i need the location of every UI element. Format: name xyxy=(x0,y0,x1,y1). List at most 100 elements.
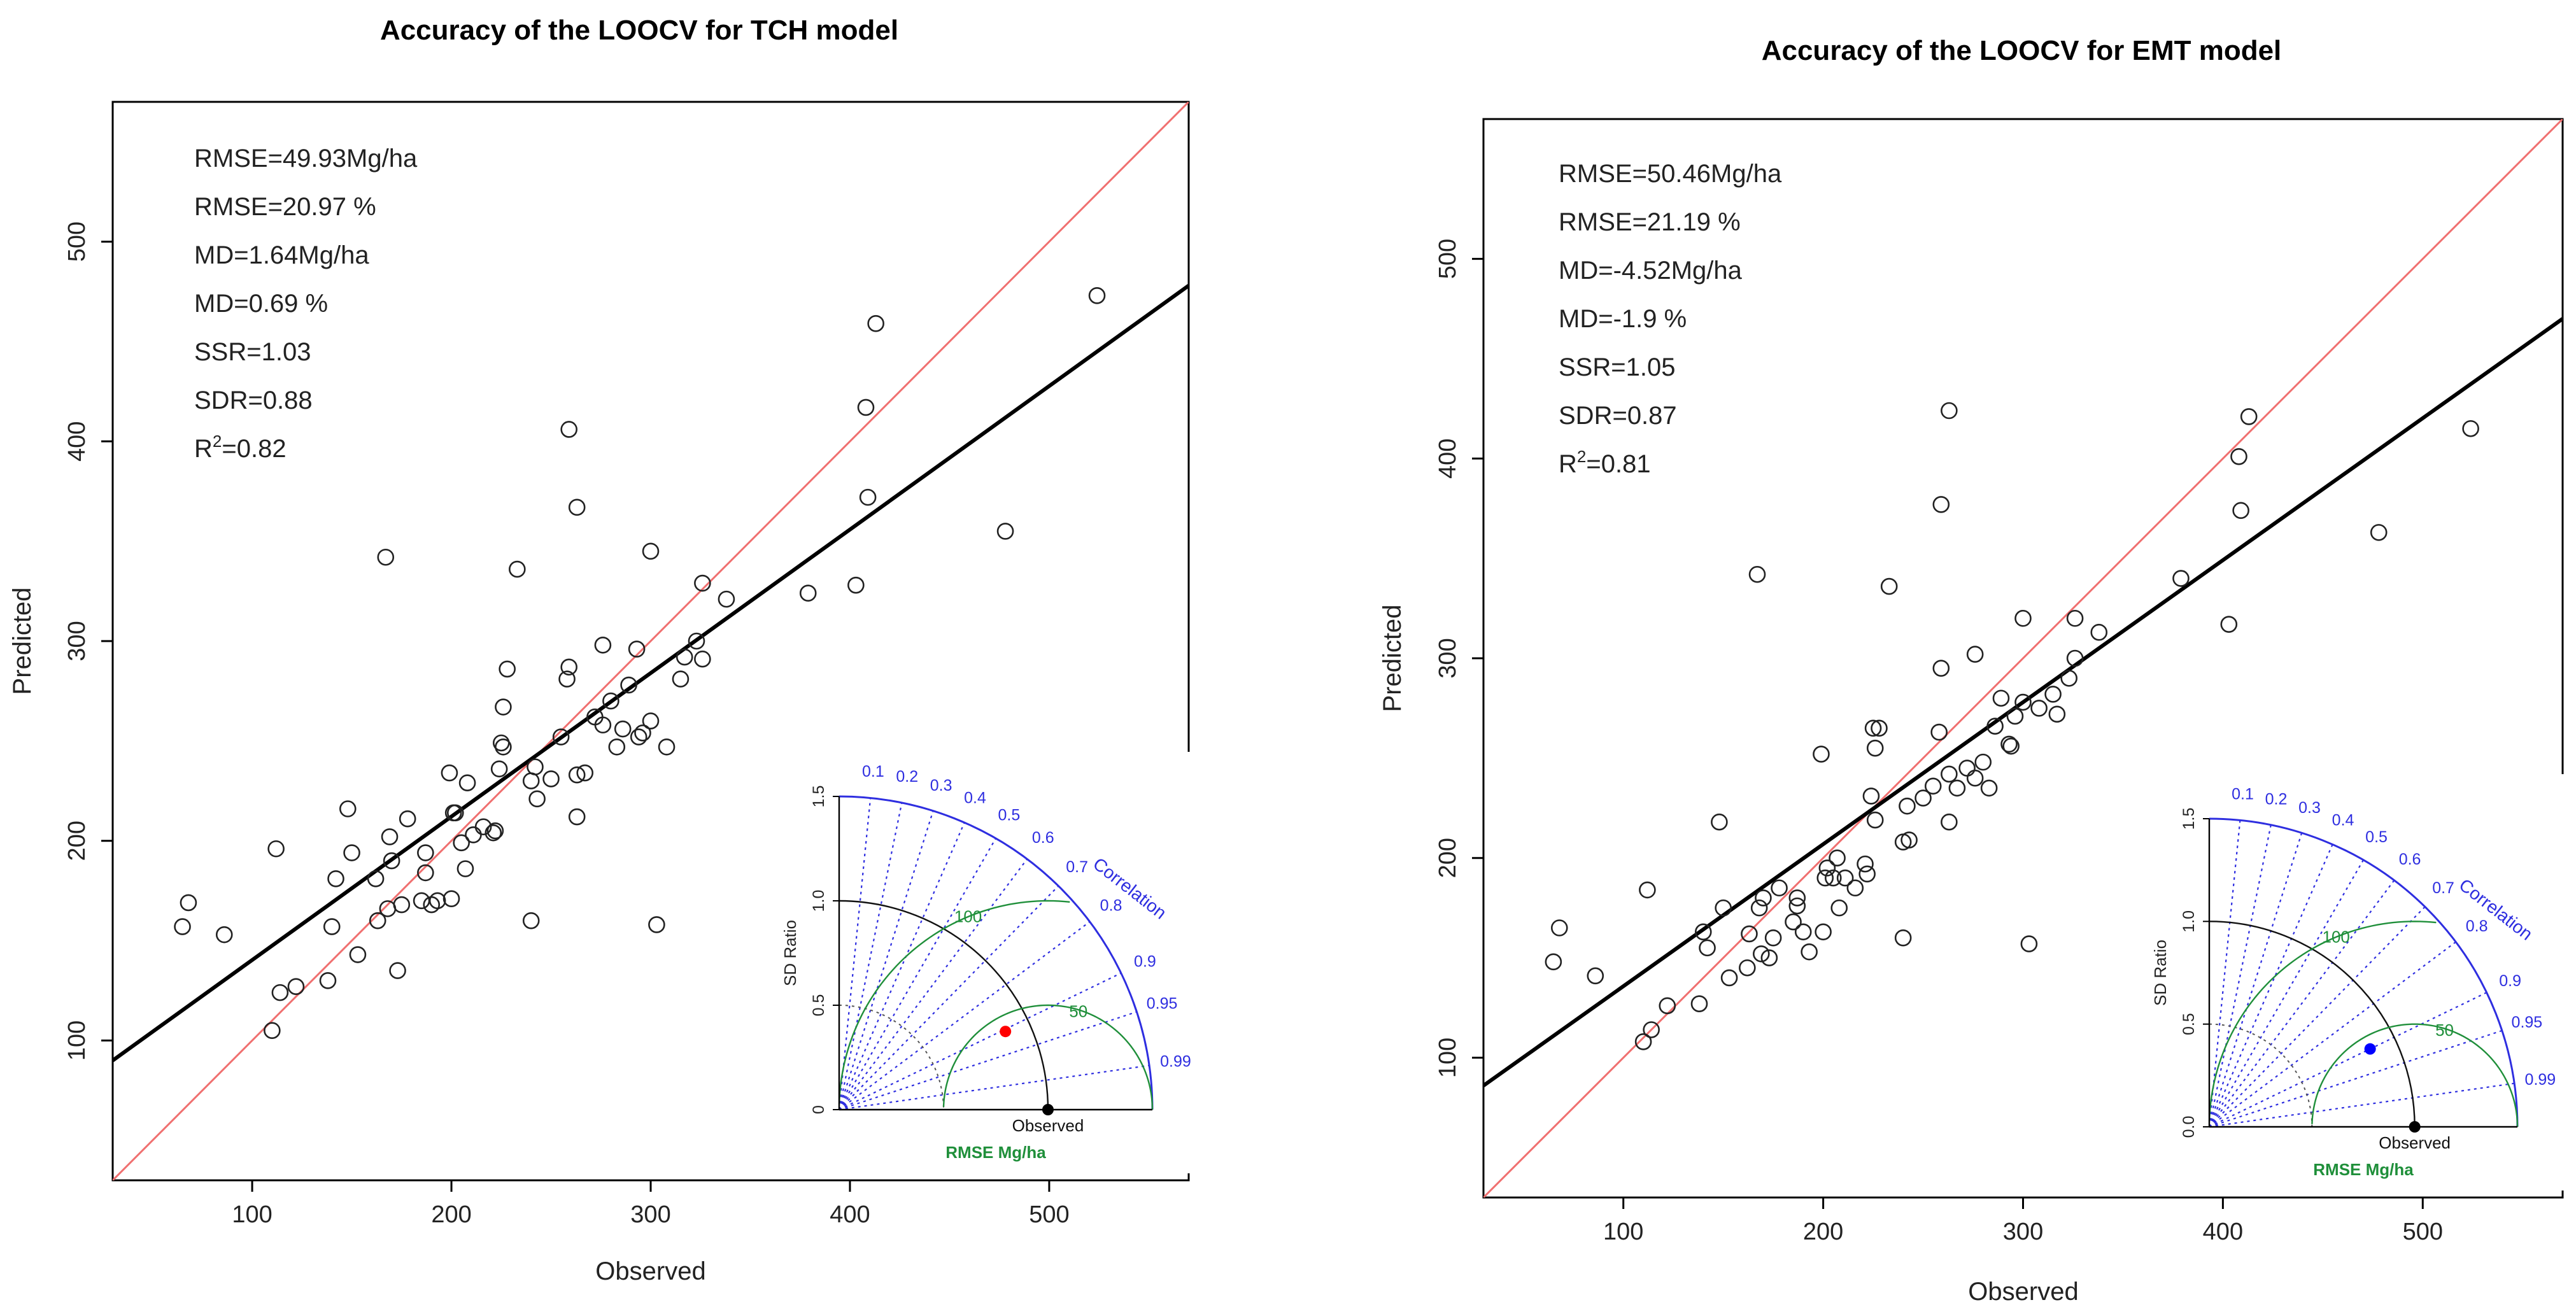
data-point xyxy=(2240,408,2258,425)
rmse-contour xyxy=(2311,1023,2519,1127)
sd-tick-label: 1.0 xyxy=(2180,910,2198,933)
data-point xyxy=(174,918,191,935)
correlation-ray xyxy=(839,885,1059,1110)
data-point xyxy=(271,984,289,1001)
data-point xyxy=(1788,889,1806,907)
sd-arc-observed xyxy=(2209,921,2416,1127)
data-point xyxy=(1587,967,1604,985)
data-point xyxy=(383,852,400,870)
data-point xyxy=(614,720,632,738)
data-point xyxy=(1932,660,1950,677)
data-point xyxy=(417,844,434,861)
fit-line xyxy=(1483,317,2563,1087)
data-point xyxy=(2370,524,2388,541)
data-point xyxy=(1643,1021,1660,1038)
data-point xyxy=(1862,788,1880,805)
panel-emt: Accuracy of the LOOCV for EMT model 100 2… xyxy=(1378,35,2576,1306)
data-point xyxy=(343,844,360,861)
correlation-ray xyxy=(839,921,1091,1110)
sd-tick-label: 1.5 xyxy=(810,786,828,808)
data-point xyxy=(486,822,504,840)
data-point xyxy=(1715,899,1732,917)
data-point xyxy=(264,1022,281,1040)
data-point xyxy=(847,576,865,594)
correlation-ray xyxy=(2208,820,2241,1127)
data-point xyxy=(474,818,492,836)
chart-title: Accuracy of the LOOCV for EMT model xyxy=(1762,35,2282,66)
data-point xyxy=(1894,929,1912,947)
correlation-ray xyxy=(2209,859,2364,1127)
sd-tick-label: 1.5 xyxy=(2180,808,2198,830)
panel-tch: Accuracy of the LOOCV for TCH model 100 2… xyxy=(8,15,1222,1285)
data-point xyxy=(319,971,337,989)
data-point xyxy=(2090,623,2108,641)
data-point xyxy=(996,523,1014,540)
data-point xyxy=(1966,646,1984,663)
data-point xyxy=(367,870,385,887)
correlation-tick-label: 0.6 xyxy=(2399,851,2421,868)
observed-point xyxy=(2409,1121,2421,1133)
x-tick-label: 300 xyxy=(630,1201,670,1228)
x-tick-label: 400 xyxy=(830,1201,870,1228)
data-point xyxy=(1836,869,1854,887)
data-point xyxy=(1864,719,1882,737)
y-tick-label: 500 xyxy=(1434,239,1461,279)
y-axis: 100 200 300 400 500 xyxy=(1434,239,1483,1078)
taylor-y-label: SD Ratio xyxy=(2151,940,2170,1006)
data-point xyxy=(1711,813,1728,831)
data-point xyxy=(1948,779,1966,797)
data-point xyxy=(522,912,540,929)
data-point xyxy=(1858,865,1876,883)
stat-sdr: SDR=0.88 xyxy=(194,386,313,414)
data-point xyxy=(2002,737,2020,755)
data-point xyxy=(1753,945,1770,963)
data-point xyxy=(323,918,341,935)
data-point xyxy=(608,738,626,756)
data-point xyxy=(594,716,612,734)
data-point xyxy=(2000,735,2018,753)
data-point xyxy=(1659,997,1676,1015)
data-point xyxy=(399,810,416,828)
data-point xyxy=(694,574,711,592)
data-point xyxy=(676,648,693,666)
data-point xyxy=(1846,879,1864,897)
data-point xyxy=(642,542,660,560)
data-point xyxy=(2172,570,2190,587)
data-point xyxy=(1900,831,1918,849)
data-point xyxy=(1545,953,1562,971)
sd-tick-label: 0.5 xyxy=(810,994,828,1017)
model-point xyxy=(1000,1026,1012,1038)
y-tick-label: 200 xyxy=(64,821,90,861)
observed-label: Observed xyxy=(2379,1133,2451,1152)
y-axis-label: Predicted xyxy=(8,588,36,695)
data-point xyxy=(2014,693,2032,711)
correlation-ray xyxy=(2209,880,2395,1127)
y-tick-label: 500 xyxy=(64,222,90,262)
rmse-contour xyxy=(942,1004,1154,1110)
data-point xyxy=(628,640,646,658)
data-point xyxy=(1694,923,1712,941)
correlation-ray xyxy=(2209,1029,2503,1128)
correlation-tick-label: 0.2 xyxy=(2265,790,2288,808)
data-point xyxy=(499,660,516,678)
data-point xyxy=(2030,700,2048,717)
data-point xyxy=(2044,686,2062,703)
reference-line-1-1 xyxy=(1483,119,2563,1197)
correlation-tick-label: 0.1 xyxy=(862,763,884,781)
correlation-ray xyxy=(2209,941,2456,1127)
data-point xyxy=(1639,881,1656,899)
plot-content xyxy=(113,102,1189,1180)
x-axis-label: Observed xyxy=(1968,1278,2078,1306)
data-point xyxy=(658,738,676,756)
correlation-ray xyxy=(2208,824,2272,1127)
sd-tick-label: 0.5 xyxy=(2180,1013,2198,1035)
x-tick-label: 500 xyxy=(1029,1201,1069,1228)
data-point xyxy=(1785,913,1802,931)
rmse-contour-label: 100 xyxy=(954,907,982,926)
rmse-axis-label: RMSE Mg/ha xyxy=(945,1143,1046,1162)
chart-title: Accuracy of the LOOCV for TCH model xyxy=(380,15,898,46)
data-point xyxy=(1788,897,1806,915)
data-point xyxy=(1816,869,1834,887)
data-point xyxy=(1830,899,1848,917)
data-point xyxy=(568,498,586,516)
